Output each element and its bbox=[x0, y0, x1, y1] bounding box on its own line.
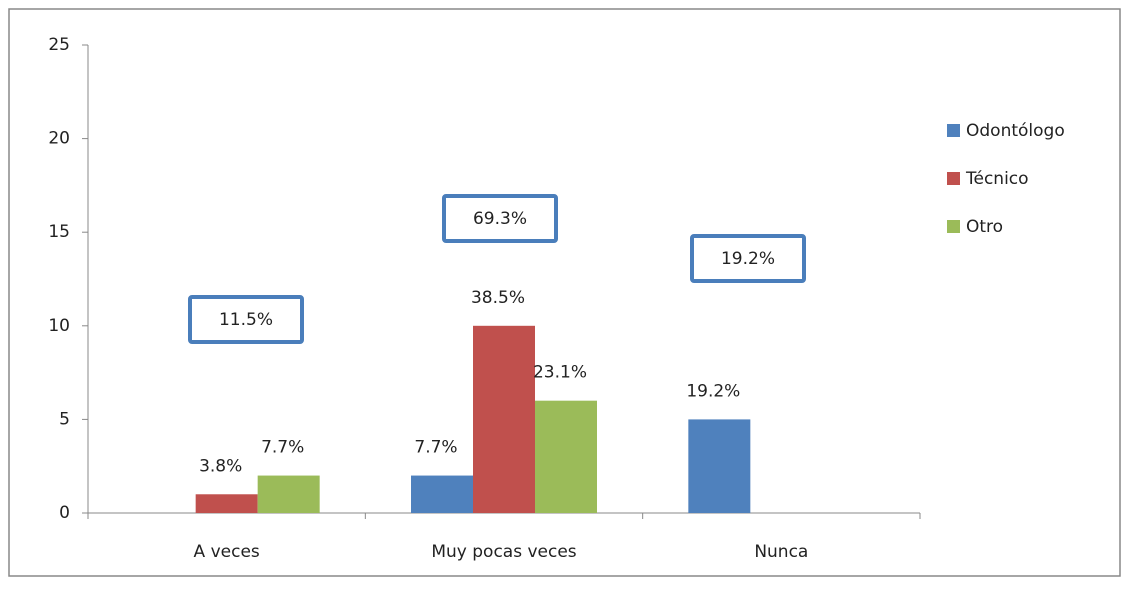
x-tick-label: Nunca bbox=[754, 542, 808, 562]
legend-label: Odontólogo bbox=[966, 121, 1065, 141]
bar bbox=[473, 325, 535, 513]
value-label: 19.2% bbox=[686, 381, 740, 401]
x-tick-label: Muy pocas veces bbox=[431, 542, 576, 562]
bar bbox=[688, 419, 751, 513]
value-label: 7.7% bbox=[414, 438, 457, 458]
legend-label: Otro bbox=[966, 217, 1003, 237]
x-tick-label: A veces bbox=[194, 542, 260, 562]
annotation-box bbox=[690, 234, 806, 283]
annotation: 69.3% bbox=[473, 209, 527, 229]
legend-swatch bbox=[947, 220, 960, 233]
y-tick-label: 15 bbox=[48, 222, 70, 242]
legend-swatch bbox=[947, 172, 960, 185]
value-label: 7.7% bbox=[261, 438, 304, 458]
y-tick-label: 0 bbox=[59, 503, 70, 523]
annotation-box bbox=[188, 295, 304, 344]
annotation: 19.2% bbox=[721, 249, 775, 269]
y-tick-label: 25 bbox=[48, 35, 70, 55]
value-label: 38.5% bbox=[471, 288, 525, 308]
y-tick-label: 20 bbox=[48, 129, 70, 149]
y-tick-label: 5 bbox=[59, 409, 70, 429]
bar bbox=[257, 475, 320, 513]
bar bbox=[195, 494, 258, 513]
value-label: 23.1% bbox=[533, 363, 587, 383]
legend-swatch bbox=[947, 124, 960, 137]
y-tick-label: 10 bbox=[48, 316, 70, 336]
value-label: 3.8% bbox=[199, 456, 242, 476]
legend-label: Técnico bbox=[965, 169, 1029, 189]
annotation-box bbox=[442, 194, 558, 243]
bar bbox=[411, 475, 473, 513]
bar bbox=[535, 400, 597, 513]
annotation: 11.5% bbox=[219, 310, 273, 330]
